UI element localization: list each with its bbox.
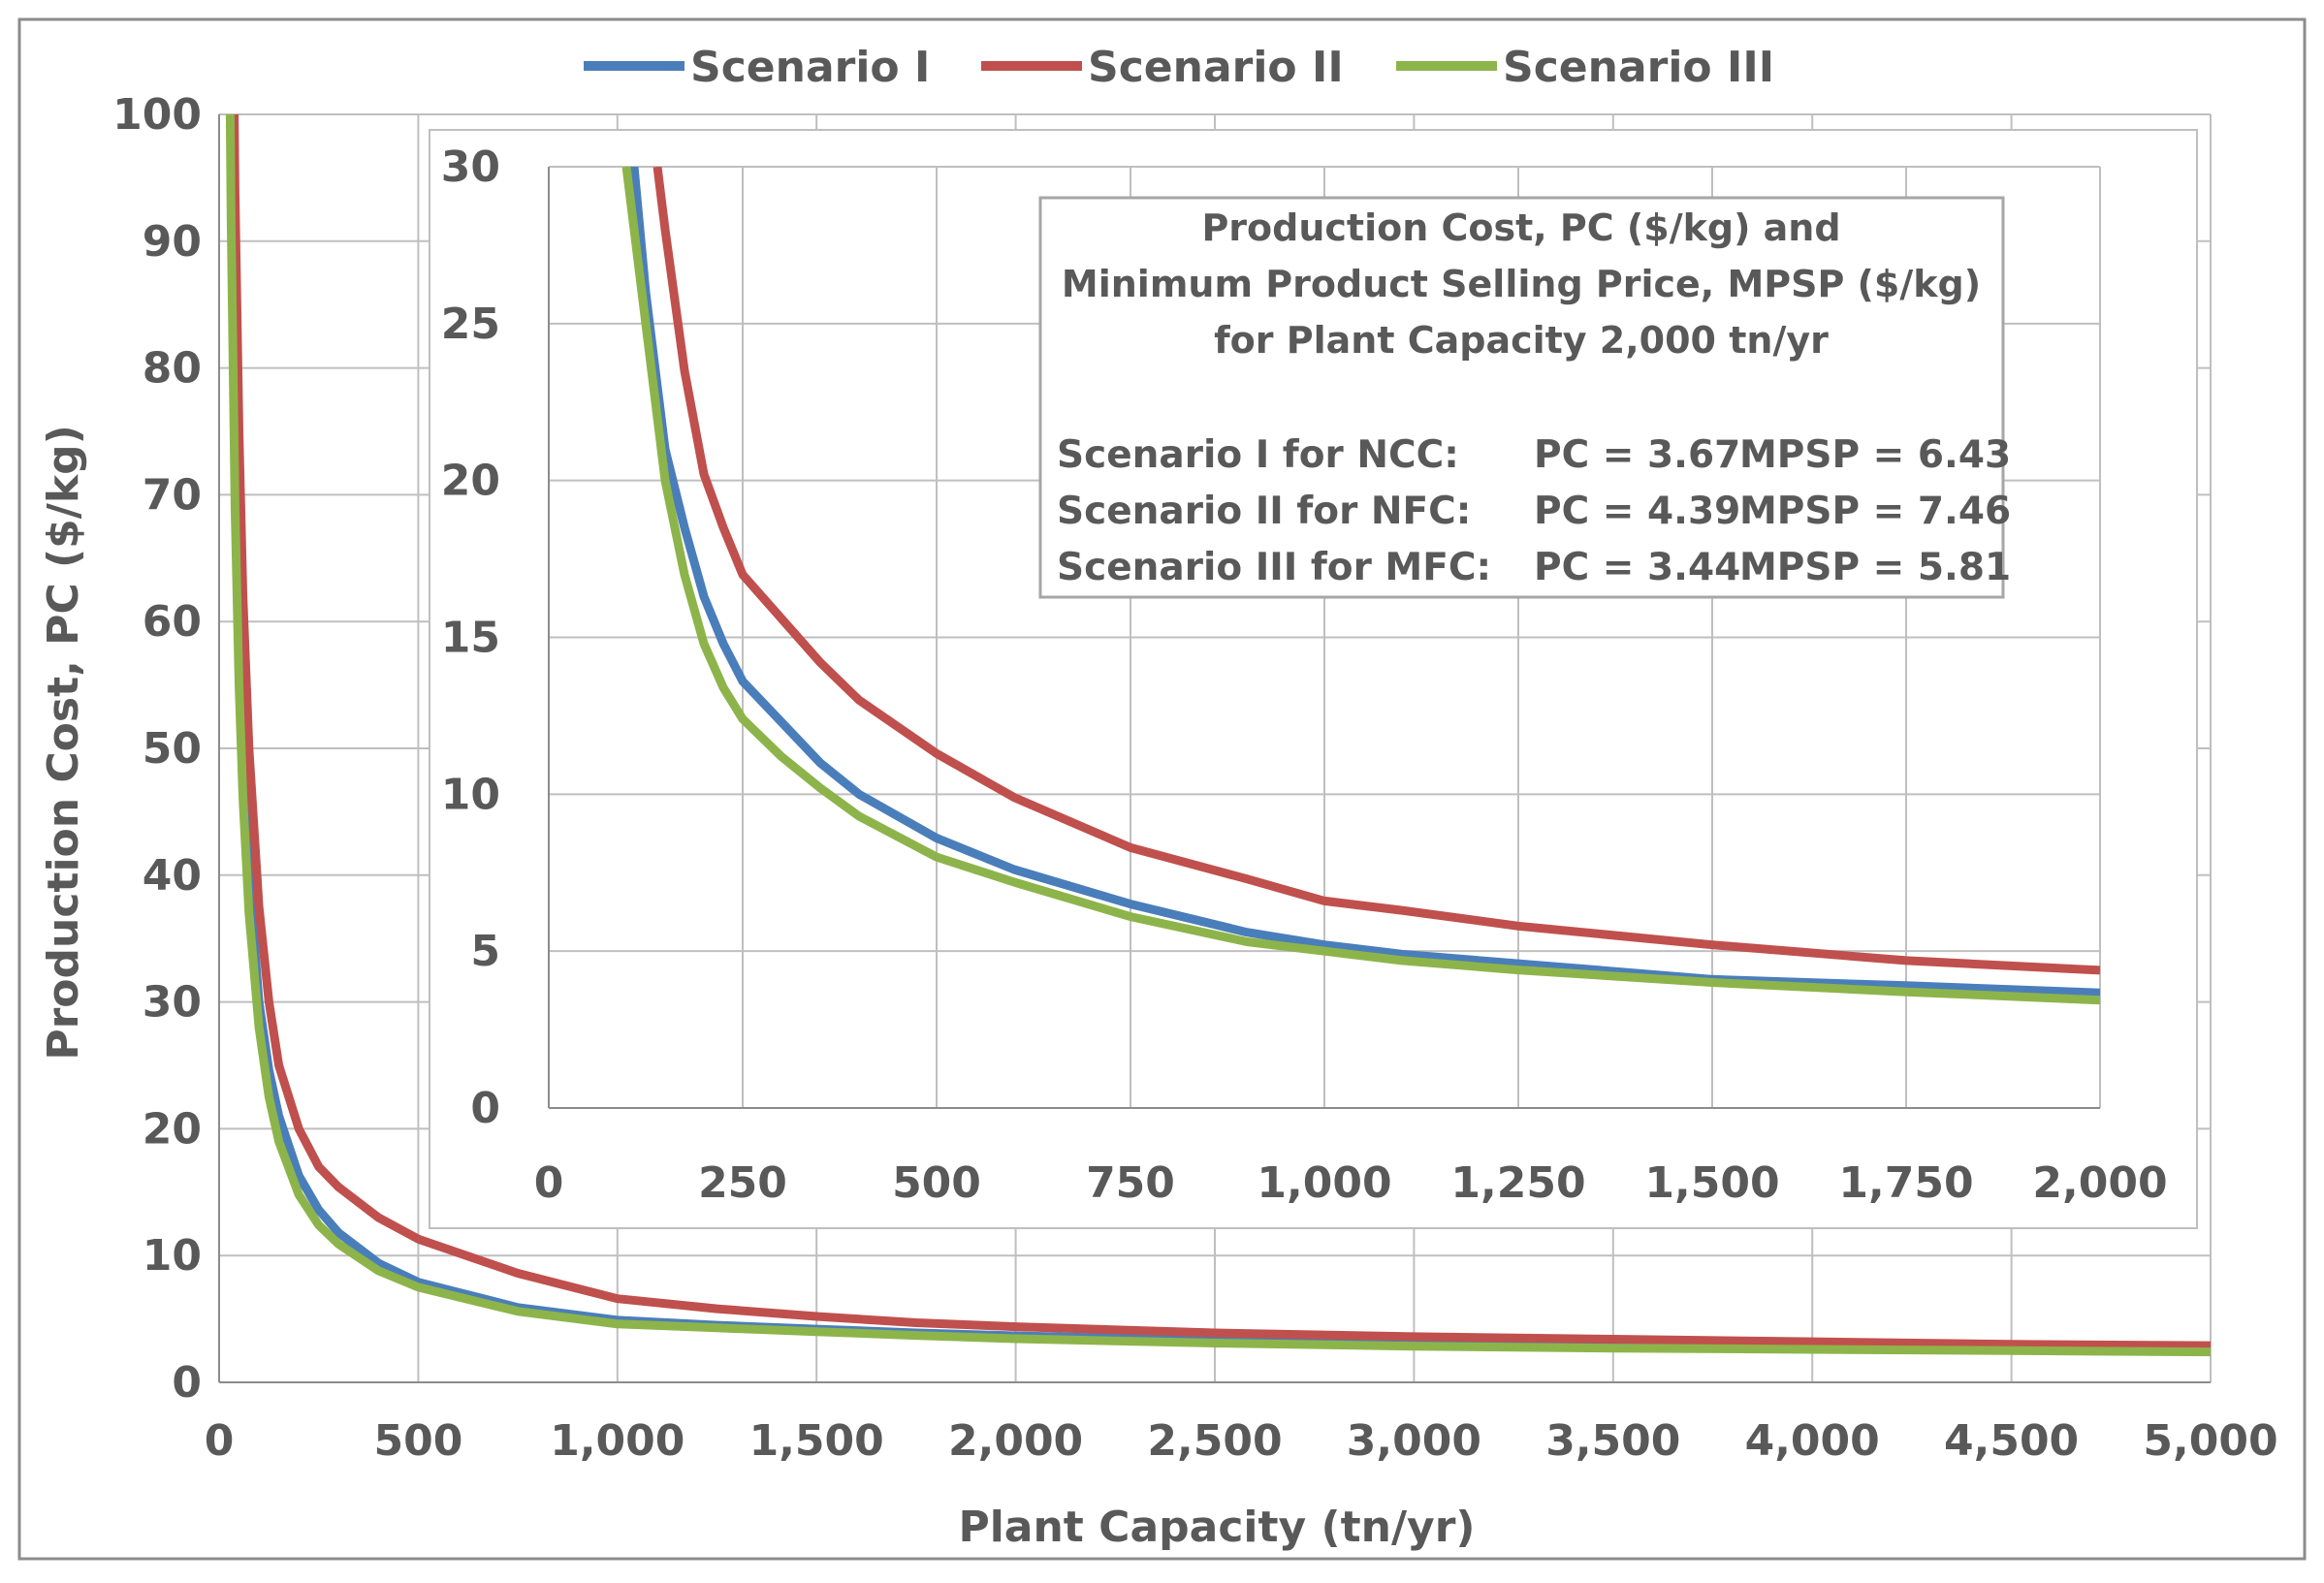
info-box-title-line-3: for Plant Capacity 2,000 tn/yr: [1214, 319, 1829, 362]
inset-y-tick-label: 15: [441, 614, 500, 663]
inset-x-tick-label: 250: [698, 1158, 787, 1208]
inset-series-line-2: [653, 167, 2100, 975]
main-y-tick-label: 60: [143, 597, 202, 647]
main-y-tick-label: 90: [143, 217, 202, 267]
inset-series-line-3: [621, 167, 2100, 1005]
main-y-tick-label: 50: [143, 724, 202, 774]
inset-y-tick-label: 0: [470, 1084, 500, 1133]
main-x-tick-label: 3,500: [1545, 1416, 1680, 1466]
x-axis-title: Plant Capacity (tn/yr): [958, 1503, 1475, 1552]
main-x-tick-label: 5,000: [2143, 1416, 2277, 1466]
inset-x-tick-label: 1,750: [1838, 1158, 1973, 1208]
main-y-tick-label: 0: [172, 1358, 202, 1408]
main-y-tick-label: 80: [143, 344, 202, 394]
info-row-pc: PC = 3.44: [1534, 546, 1740, 589]
main-y-tick-label: 40: [143, 851, 202, 901]
inset-x-tick-label: 1,500: [1644, 1158, 1779, 1208]
legend-label-scenario-2: Scenario II: [1088, 43, 1344, 92]
main-y-tick-label: 20: [143, 1104, 202, 1154]
info-row-mpsp: MPSP = 7.46: [1739, 490, 2011, 533]
main-series-line-2: [230, 114, 2211, 1350]
legend: Scenario I Scenario II Scenario III: [584, 43, 1774, 92]
inset-y-tick-label: 30: [441, 142, 500, 192]
main-y-tick-label: 30: [143, 978, 202, 1028]
main-y-tick-label: 100: [112, 90, 202, 140]
main-x-tick-label: 3,000: [1347, 1416, 1481, 1466]
main-x-tick-label: 2,500: [1147, 1416, 1282, 1466]
inset-x-tick-label: 2,000: [2032, 1158, 2167, 1208]
info-box-title-line-2: Minimum Product Selling Price, MPSP ($/k…: [1062, 263, 1981, 305]
main-x-tick-label: 2,000: [948, 1416, 1083, 1466]
main-series-line-3: [225, 114, 2211, 1357]
info-box-title-line-1: Production Cost, PC ($/kg) and: [1201, 206, 1840, 249]
main-x-tick-label: 1,000: [550, 1416, 684, 1466]
info-box: Production Cost, PC ($/kg) and Minimum P…: [1038, 196, 2011, 599]
main-x-tick-label: 1,500: [749, 1416, 884, 1466]
inset-x-tick-label: 750: [1086, 1158, 1175, 1208]
info-row-label: Scenario II for NFC:: [1057, 490, 1471, 533]
y-axis-title: Production Cost, PC ($/kg): [39, 425, 88, 1060]
main-x-tick-label: 0: [205, 1416, 235, 1466]
inset-y-tick-label: 5: [470, 927, 500, 976]
inset-chart: 0 5 10 15 20 25 30 0 250 500 750 1,000 1,250 1,500 1,7…: [429, 129, 2198, 1229]
inset-y-tick-label: 10: [441, 770, 500, 819]
inset-y-tick-label: 25: [441, 300, 500, 349]
inset-ticks: 0 5 10 15 20 25 30 0 250 500 750 1,000 1,250 1,500 1,7…: [441, 142, 2168, 1208]
main-x-tick-label: 4,000: [1745, 1416, 1880, 1466]
info-row-pc: PC = 3.67: [1534, 433, 1740, 477]
info-row-label: Scenario III for MFC:: [1057, 546, 1491, 589]
legend-label-scenario-1: Scenario I: [690, 43, 930, 92]
inset-x-tick-label: 500: [892, 1158, 981, 1208]
info-box-frame: [1038, 196, 2005, 599]
main-y-tick-label: 70: [143, 470, 202, 520]
inset-x-tick-label: 1,000: [1257, 1158, 1391, 1208]
main-lines: [225, 114, 2211, 1357]
inset-x-tick-label: 0: [534, 1158, 564, 1208]
info-row-mpsp: MPSP = 5.81: [1739, 546, 2011, 589]
legend-label-scenario-3: Scenario III: [1503, 43, 1774, 92]
info-row-pc: PC = 4.39: [1534, 490, 1740, 533]
info-row-mpsp: MPSP = 6.43: [1739, 433, 2011, 477]
inset-y-tick-label: 20: [441, 457, 500, 506]
main-x-tick-label: 500: [373, 1416, 462, 1466]
main-x-tick-label: 4,500: [1944, 1416, 2079, 1466]
inset-lines: [621, 167, 2100, 1005]
main-y-tick-label: 10: [143, 1231, 202, 1281]
info-row-label: Scenario I for NCC:: [1057, 433, 1459, 477]
inset-x-tick-label: 1,250: [1450, 1158, 1585, 1208]
